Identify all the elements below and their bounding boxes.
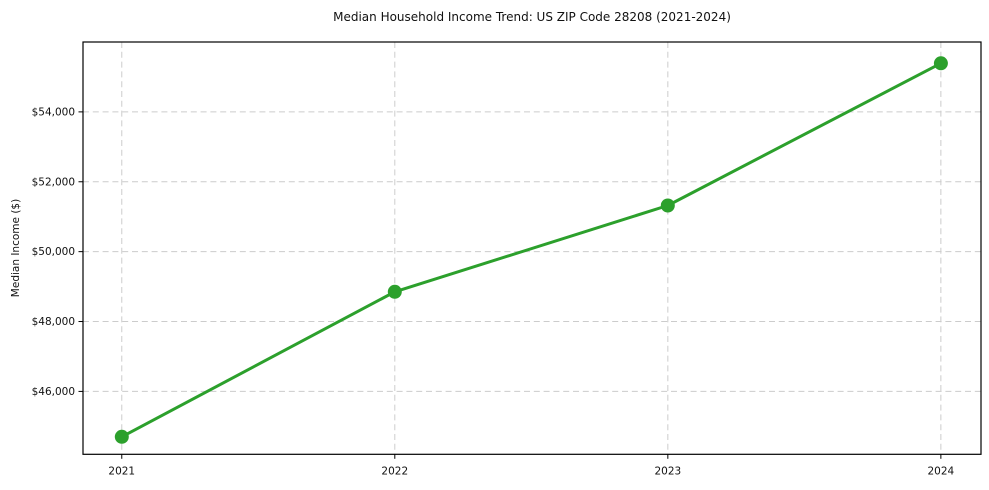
data-point-2024 <box>933 56 948 71</box>
data-point-2023 <box>660 198 675 213</box>
y-tick-label: $54,000 <box>32 106 75 118</box>
x-tick-label: 2024 <box>927 465 954 477</box>
tick-labels: 2021 2022 2023 2024 $46,000 $48,000 $50,000 $52… <box>32 106 955 477</box>
axis-ticks <box>78 111 942 459</box>
axes-spines <box>82 41 982 455</box>
data-series <box>114 56 948 444</box>
y-tick-label: $50,000 <box>32 246 75 258</box>
x-tick-label: 2021 <box>108 465 135 477</box>
grid-lines <box>83 42 981 455</box>
y-axis-label: Median Income ($) <box>10 199 22 297</box>
y-tick-label: $48,000 <box>32 316 75 328</box>
x-tick-label: 2023 <box>654 465 681 477</box>
y-tick-label: $46,000 <box>32 386 75 398</box>
chart-title: Median Household Income Trend: US ZIP Co… <box>333 10 731 24</box>
y-tick-label: $52,000 <box>32 176 75 188</box>
plot-border <box>82 41 982 455</box>
income-trend-line <box>120 61 943 439</box>
data-point-2021 <box>114 429 129 444</box>
data-point-2022 <box>387 284 402 299</box>
x-tick-label: 2022 <box>381 465 408 477</box>
